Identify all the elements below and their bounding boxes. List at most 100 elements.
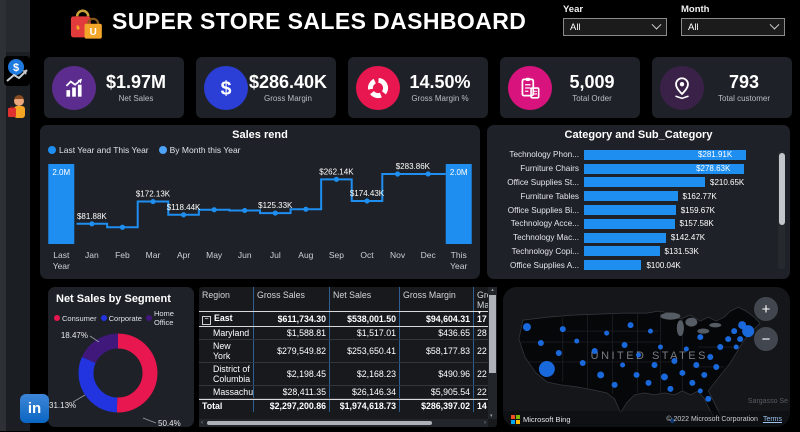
trend-point[interactable]: [211, 207, 217, 213]
sidebar-sales-page-icon[interactable]: $: [4, 56, 30, 86]
map-bubble[interactable]: [683, 346, 689, 352]
region-cell[interactable]: − East: [199, 312, 253, 326]
table-cell: $2,198.45: [253, 363, 329, 385]
table-horizontal-scrollbar[interactable]: ‹ ›: [199, 419, 488, 427]
trend-point[interactable]: [364, 198, 370, 204]
trend-bar[interactable]: [48, 164, 75, 244]
month-dropdown[interactable]: All: [681, 18, 785, 36]
table-vertical-scrollbar[interactable]: ▴ ▾: [488, 287, 497, 419]
trend-point[interactable]: [180, 212, 187, 218]
category-bar-row[interactable]: Technology Mac... $142.47K: [495, 231, 772, 245]
map-bubble[interactable]: [537, 340, 544, 347]
map-bubble[interactable]: [645, 379, 652, 386]
trend-point[interactable]: [89, 221, 95, 227]
map-panel[interactable]: UNITED STATES + − Sargasso Se Microsoft …: [503, 287, 790, 427]
table-header-cell[interactable]: Region: [202, 290, 230, 300]
map-bubble[interactable]: [651, 361, 658, 368]
category-label: Office Supplies St...: [507, 177, 579, 187]
category-bar-row[interactable]: Furniture Chairs $278.63K: [495, 162, 772, 176]
map-bubble[interactable]: [689, 379, 696, 386]
map-bubble[interactable]: [591, 348, 598, 355]
donut-slice[interactable]: [78, 333, 158, 413]
map-terms-link[interactable]: Terms: [762, 415, 782, 423]
map-bubble[interactable]: [660, 373, 668, 381]
trend-point[interactable]: [394, 171, 401, 177]
segment-legend: Consumer Corporate Home Office: [54, 309, 194, 327]
map-bubble[interactable]: [705, 395, 712, 402]
map-bubble[interactable]: [733, 344, 739, 350]
category-scrollbar[interactable]: [778, 151, 785, 269]
map-bubble[interactable]: [574, 338, 580, 344]
trend-axis-label: Last: [53, 250, 70, 260]
category-bar-row[interactable]: Office Supplies A... $100.04K: [495, 258, 772, 272]
table-cell: $611,734.30: [253, 312, 329, 326]
map-bubble[interactable]: [647, 328, 653, 334]
map-bubble[interactable]: [620, 362, 626, 368]
map-bubble[interactable]: [657, 344, 663, 350]
category-bar-row[interactable]: Technology Acce... $157.58K: [495, 217, 772, 231]
trend-point[interactable]: [242, 207, 248, 214]
map-bubble[interactable]: [522, 323, 531, 332]
trend-point[interactable]: [272, 210, 278, 216]
map-bubble[interactable]: [737, 336, 744, 343]
trend-point[interactable]: [303, 206, 309, 212]
trend-point[interactable]: [333, 176, 340, 182]
map-bubble[interactable]: [555, 350, 562, 357]
table-header-cell[interactable]: Gross Sales: [253, 287, 329, 311]
trend-bar[interactable]: [445, 164, 472, 244]
table-header-cell[interactable]: Gross Margi▼: [473, 287, 488, 316]
map-bubble[interactable]: [707, 354, 714, 360]
map-bubble[interactable]: [725, 336, 732, 343]
map-bubble[interactable]: [667, 385, 674, 392]
trend-point[interactable]: [150, 198, 156, 205]
category-bars[interactable]: Technology Phon... $281.91K Furniture Cha…: [495, 148, 772, 272]
region-cell[interactable]: Total: [202, 401, 223, 411]
table-cell: $253,650.41: [329, 340, 399, 362]
segment-donut-chart[interactable]: 18.47% 31.13% 50.4%: [48, 319, 194, 432]
kpi-card: 793 Total customer: [652, 57, 792, 118]
map-bubble[interactable]: [611, 381, 618, 388]
donut-slice[interactable]: [78, 333, 158, 413]
region-cell[interactable]: Massachusetts: [213, 387, 253, 397]
category-bar-row[interactable]: Technology Copi... $131.53K: [495, 245, 772, 259]
map-bubble[interactable]: [697, 334, 704, 341]
trend-point[interactable]: [425, 171, 431, 177]
us-bubble-map[interactable]: UNITED STATES: [503, 287, 790, 427]
map-bubble[interactable]: [717, 344, 724, 351]
sidebar-customer-page-icon[interactable]: [4, 92, 30, 122]
region-cell[interactable]: District of Columbia: [213, 364, 251, 384]
map-bubble[interactable]: [671, 357, 678, 364]
region-cell[interactable]: Maryland: [213, 328, 250, 338]
year-dropdown[interactable]: All: [563, 18, 667, 36]
category-bar-row[interactable]: Office Supplies Bi... $159.67K: [495, 203, 772, 217]
category-bar-row[interactable]: Office Supplies St... $210.65K: [495, 176, 772, 190]
map-bubble[interactable]: [742, 325, 755, 338]
map-bubble[interactable]: [701, 371, 708, 378]
map-bubble[interactable]: [636, 352, 642, 358]
region-cell[interactable]: New York: [213, 341, 231, 361]
map-bubble[interactable]: [579, 359, 586, 366]
map-bubble[interactable]: [713, 363, 720, 370]
map-bubble[interactable]: [697, 388, 703, 394]
map-bubble[interactable]: [627, 322, 634, 329]
category-bar-row[interactable]: Technology Phon... $281.91K: [495, 148, 772, 162]
linkedin-icon[interactable]: in: [20, 394, 49, 423]
table-header-cell[interactable]: Net Sales: [329, 287, 399, 311]
map-bubble[interactable]: [679, 369, 686, 376]
map-bubble[interactable]: [559, 326, 566, 333]
table-header-cell[interactable]: Gross Margin: [399, 287, 473, 311]
map-bubble[interactable]: [538, 360, 555, 377]
collapse-toggle-icon[interactable]: −: [202, 316, 211, 325]
map-zoom-out-button[interactable]: −: [754, 327, 778, 351]
map-bubble[interactable]: [597, 371, 605, 379]
map-bubble[interactable]: [731, 328, 738, 335]
legend-item: Last Year and This Year: [48, 145, 149, 155]
map-bubble[interactable]: [604, 330, 610, 336]
trend-point[interactable]: [119, 224, 126, 230]
category-bar-row[interactable]: Furniture Tables $162.77K: [495, 189, 772, 203]
map-bubble[interactable]: [633, 371, 640, 378]
map-zoom-in-button[interactable]: +: [754, 297, 778, 321]
map-bubble[interactable]: [693, 361, 700, 368]
sales-trend-chart[interactable]: 2.0M 2.0M $81.88K $172.13K $118.44K $125.33K $…: [46, 158, 474, 279]
map-bubble[interactable]: [621, 342, 628, 349]
